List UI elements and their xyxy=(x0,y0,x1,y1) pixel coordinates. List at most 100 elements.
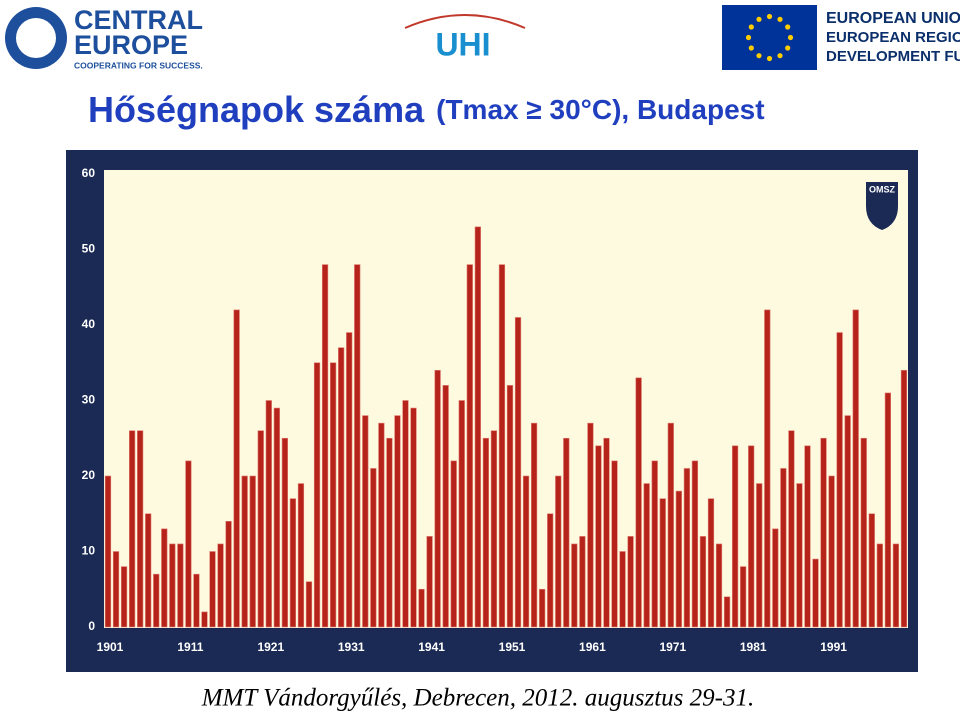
x-tick-label: 1921 xyxy=(257,640,284,654)
bar xyxy=(120,566,128,628)
bar xyxy=(715,543,723,628)
bar xyxy=(683,468,690,628)
bar xyxy=(555,475,562,628)
plot-area xyxy=(104,170,908,628)
y-tick-label: 30 xyxy=(82,393,96,407)
chart-title: Hőségnapok száma (Tmax ≥ 30°C), Budapest xyxy=(88,89,765,130)
bar xyxy=(161,528,168,628)
bar xyxy=(796,483,803,628)
bar xyxy=(884,392,891,628)
bar xyxy=(474,226,481,628)
eu-star xyxy=(766,55,773,62)
bar xyxy=(547,513,554,628)
bar xyxy=(900,369,908,628)
eu-stars xyxy=(745,13,794,62)
bar xyxy=(338,347,345,628)
bar xyxy=(651,460,658,628)
bar xyxy=(104,475,112,628)
eu-star xyxy=(748,24,754,30)
bar xyxy=(129,430,136,628)
bar xyxy=(265,400,272,628)
bar xyxy=(635,377,642,628)
bar xyxy=(490,430,498,628)
bar xyxy=(571,543,578,628)
title-main: Hőségnapok száma xyxy=(88,89,425,130)
logo-text: EUROPE xyxy=(74,30,188,60)
bar xyxy=(273,407,280,628)
bar xyxy=(522,475,530,628)
logo-circle-inner xyxy=(16,18,56,58)
eu-star xyxy=(756,53,762,59)
bar xyxy=(595,445,602,628)
bar xyxy=(699,536,707,628)
bar xyxy=(804,445,811,628)
bar xyxy=(193,573,200,628)
bar xyxy=(466,264,473,628)
y-tick-label: 40 xyxy=(82,317,96,331)
bar xyxy=(402,400,409,628)
eu-star xyxy=(766,13,773,20)
bar xyxy=(354,264,361,628)
bar xyxy=(892,543,900,628)
bar xyxy=(289,498,297,628)
bar xyxy=(587,422,594,628)
bar xyxy=(868,513,875,628)
x-tick-label: 1971 xyxy=(659,640,686,654)
bar xyxy=(330,362,337,628)
eu-star xyxy=(777,53,783,59)
bar xyxy=(852,309,859,628)
bar xyxy=(169,543,176,628)
bar xyxy=(281,437,288,628)
bar xyxy=(732,445,739,628)
bar xyxy=(498,264,506,628)
bar xyxy=(836,332,843,628)
bar xyxy=(257,430,264,628)
bar xyxy=(241,475,248,628)
bar xyxy=(539,588,546,628)
eu-star xyxy=(785,45,791,51)
eu-star xyxy=(745,34,752,41)
x-tick-label: 1951 xyxy=(499,640,526,654)
bar xyxy=(153,573,160,628)
bar xyxy=(643,483,650,628)
bar xyxy=(659,498,666,628)
bar xyxy=(410,407,417,628)
bar xyxy=(828,475,835,628)
bar xyxy=(112,551,120,628)
x-tick-label: 1941 xyxy=(418,640,445,654)
eu-star xyxy=(785,24,791,30)
bar xyxy=(619,551,626,628)
bar xyxy=(362,415,369,628)
bar xyxy=(844,415,851,628)
uhi-logo: UHI xyxy=(404,14,526,62)
bar xyxy=(418,588,425,628)
y-tick-label: 50 xyxy=(82,242,96,256)
bar xyxy=(442,385,449,628)
y-tick-label: 0 xyxy=(88,619,95,633)
x-tick-label: 1931 xyxy=(338,640,365,654)
x-tick-label: 1981 xyxy=(740,640,767,654)
bar xyxy=(707,498,715,628)
bar xyxy=(386,437,393,628)
logo-text: EUROPEAN REGIONAL xyxy=(826,29,960,46)
bar xyxy=(137,430,144,628)
logo-arc xyxy=(404,14,526,29)
footer: MMT Vándorgyűlés, Debrecen, 2012. augusz… xyxy=(201,685,755,712)
bars: 0 10 20 30 40 50 60 1901 1911 1921 1931 1941 1951 196… xyxy=(82,166,908,654)
bar xyxy=(209,551,216,628)
bar xyxy=(305,581,313,628)
bar xyxy=(434,369,441,628)
bar xyxy=(860,437,867,628)
eu-star xyxy=(748,45,754,51)
bar xyxy=(313,362,321,628)
eu-star xyxy=(777,16,783,22)
bar xyxy=(346,332,353,628)
bar xyxy=(611,460,618,628)
logo-text: UHI xyxy=(435,26,490,62)
bar xyxy=(426,536,433,628)
bar xyxy=(370,468,377,628)
bar xyxy=(185,460,192,628)
x-tick-label: 1961 xyxy=(579,640,606,654)
bar xyxy=(201,611,208,628)
bar xyxy=(691,460,699,628)
